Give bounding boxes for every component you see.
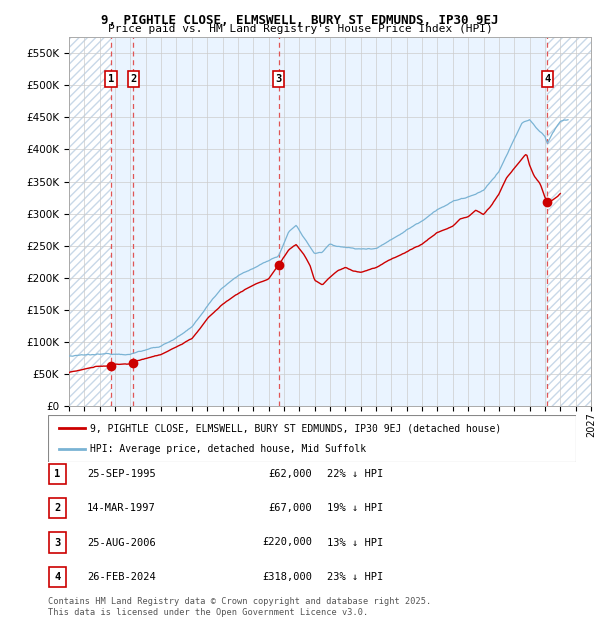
Text: HPI: Average price, detached house, Mid Suffolk: HPI: Average price, detached house, Mid … (90, 444, 367, 454)
Text: 9, PIGHTLE CLOSE, ELMSWELL, BURY ST EDMUNDS, IP30 9EJ (detached house): 9, PIGHTLE CLOSE, ELMSWELL, BURY ST EDMU… (90, 423, 502, 433)
Text: 1: 1 (108, 74, 114, 84)
Text: 19% ↓ HPI: 19% ↓ HPI (327, 503, 383, 513)
Text: 14-MAR-1997: 14-MAR-1997 (87, 503, 156, 513)
Text: 3: 3 (55, 538, 61, 547)
Text: 4: 4 (55, 572, 61, 582)
Text: 13% ↓ HPI: 13% ↓ HPI (327, 538, 383, 547)
Bar (69, 37, 111, 406)
Text: 3: 3 (275, 74, 281, 84)
Text: Price paid vs. HM Land Registry's House Price Index (HPI): Price paid vs. HM Land Registry's House … (107, 24, 493, 33)
FancyBboxPatch shape (49, 498, 66, 518)
FancyBboxPatch shape (49, 567, 66, 587)
FancyBboxPatch shape (49, 464, 66, 484)
Text: 22% ↓ HPI: 22% ↓ HPI (327, 469, 383, 479)
FancyBboxPatch shape (48, 415, 576, 462)
Text: 2: 2 (55, 503, 61, 513)
Text: £67,000: £67,000 (268, 503, 312, 513)
Text: Contains HM Land Registry data © Crown copyright and database right 2025.
This d: Contains HM Land Registry data © Crown c… (48, 598, 431, 617)
Text: £318,000: £318,000 (262, 572, 312, 582)
Text: 2: 2 (130, 74, 137, 84)
Text: £62,000: £62,000 (268, 469, 312, 479)
Text: 25-AUG-2006: 25-AUG-2006 (87, 538, 156, 547)
Text: 1: 1 (55, 469, 61, 479)
Text: 9, PIGHTLE CLOSE, ELMSWELL, BURY ST EDMUNDS, IP30 9EJ: 9, PIGHTLE CLOSE, ELMSWELL, BURY ST EDMU… (101, 14, 499, 27)
Text: 25-SEP-1995: 25-SEP-1995 (87, 469, 156, 479)
Text: £220,000: £220,000 (262, 538, 312, 547)
Text: 23% ↓ HPI: 23% ↓ HPI (327, 572, 383, 582)
FancyBboxPatch shape (49, 533, 66, 552)
Bar (547, 37, 591, 406)
Bar (111, 37, 547, 406)
Text: 26-FEB-2024: 26-FEB-2024 (87, 572, 156, 582)
Text: 4: 4 (544, 74, 550, 84)
